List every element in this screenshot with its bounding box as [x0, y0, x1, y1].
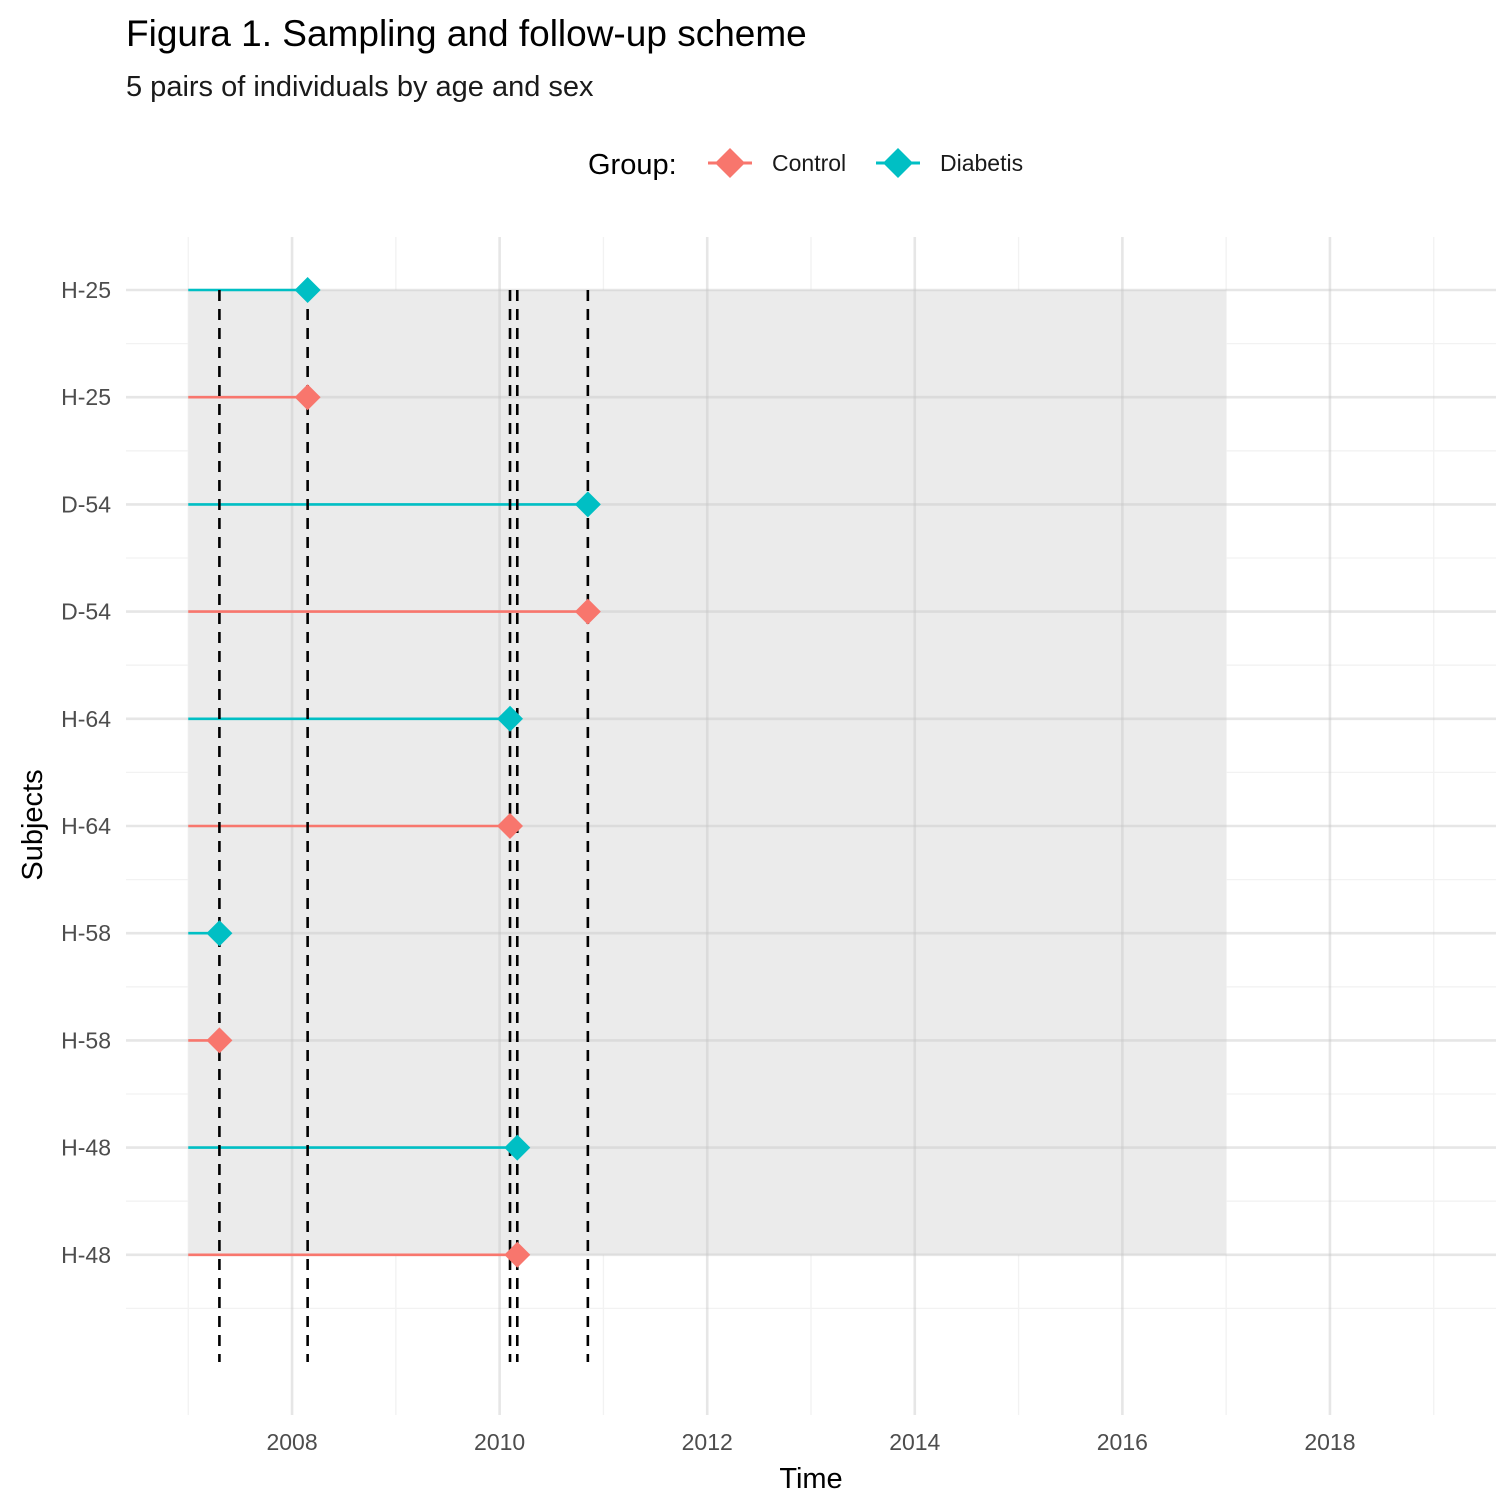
y-tick-label: D-54: [61, 491, 111, 517]
y-tick-label: H-48: [61, 1135, 111, 1161]
legend-diamond-diabetis: [883, 148, 913, 178]
x-tick-label: 2014: [889, 1429, 940, 1455]
event-point: [294, 277, 321, 303]
event-point: [574, 491, 601, 518]
event-points: [206, 277, 601, 1268]
legend: Group: Control Diabetis: [588, 148, 1023, 181]
y-tick-label: H-25: [61, 277, 111, 303]
y-tick-label: H-25: [61, 384, 111, 410]
legend-label-control: Control: [772, 150, 846, 176]
event-point: [497, 813, 524, 839]
y-tick-label: H-64: [61, 813, 111, 839]
x-tick-label: 2012: [682, 1429, 733, 1455]
legend-item-control: Control: [708, 148, 846, 178]
study-period-band: [188, 290, 1227, 1255]
y-tick-label: D-54: [61, 599, 111, 625]
event-point: [206, 920, 233, 947]
x-tick-label: 2008: [266, 1429, 317, 1455]
event-point: [504, 1134, 531, 1161]
event-point: [504, 1241, 531, 1268]
legend-label-diabetis: Diabetis: [940, 150, 1023, 176]
legend-diamond-control: [715, 148, 745, 178]
study-period-rect: [188, 290, 1227, 1255]
event-point: [574, 598, 601, 625]
chart-subtitle: 5 pairs of individuals by age and sex: [126, 71, 594, 103]
y-tick-label: H-58: [61, 1027, 111, 1053]
x-tick-label: 2016: [1097, 1429, 1148, 1455]
y-tick-label: H-64: [61, 706, 111, 732]
x-axis-title: Time: [779, 1463, 842, 1495]
y-tick-label: H-58: [61, 920, 111, 946]
legend-title: Group:: [588, 149, 677, 181]
event-point: [294, 384, 321, 411]
chart-title: Figura 1. Sampling and follow-up scheme: [126, 13, 807, 54]
legend-item-diabetis: Diabetis: [876, 148, 1023, 178]
event-point: [497, 705, 524, 732]
x-tick-label: 2010: [474, 1429, 525, 1455]
x-tick-label: 2018: [1304, 1429, 1355, 1455]
event-point: [206, 1027, 233, 1054]
x-axis-ticks: 2008 2010 2012 2014 2016 2018: [266, 1429, 1355, 1455]
y-tick-label: H-48: [61, 1242, 111, 1268]
y-axis-ticks: H-25 H-25 D-54 D-54 H-64 H-64 H-58 H-58 H-48 H-48: [61, 277, 111, 1268]
y-axis-title: Subjects: [17, 769, 49, 880]
